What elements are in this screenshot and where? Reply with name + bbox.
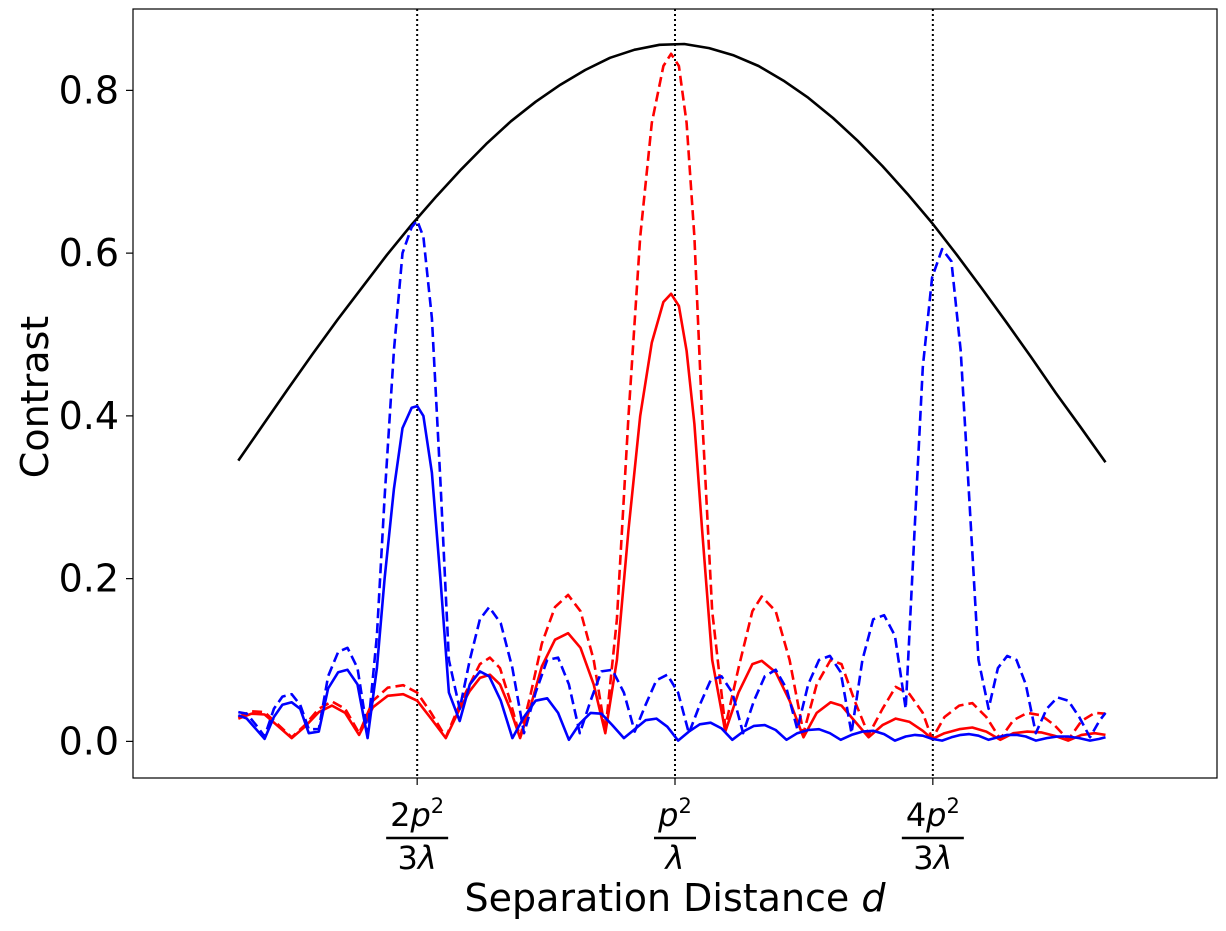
numerator-exp: 2 [678,794,691,818]
numerator-coef: 4 [906,796,926,834]
denominator-var: λ [932,839,953,877]
x-axis-label: Separation Distance d [464,876,886,920]
y-tick-label-5: 0.8 [59,68,119,112]
series-line-3 [237,292,1106,742]
denominator-var: λ [416,839,437,877]
y-tick-label-4: 0.6 [59,231,119,275]
x-tick-label-denominator-2: λ [664,839,685,877]
reference-lines [416,9,934,778]
denominator-var: λ [664,839,685,877]
series-line-1 [237,42,1107,464]
x-tick-label-numerator-1: 2p2 [390,794,444,834]
x-axis-label-text: Separation Distance [464,876,849,920]
denominator-coef: 3 [398,839,418,877]
y-axis: 0.0 0.2 0.4 0.6 0.8 [59,68,133,763]
numerator-exp: 2 [946,794,959,818]
series-line-4 [238,219,1107,739]
numerator-var: p [409,796,430,834]
y-tick-label-1: 0.0 [59,719,119,763]
x-tick-label-numerator-3: 4p2 [906,794,960,834]
y-tick-label-2: 0.2 [59,557,119,601]
x-tick-label-denominator-3: 3λ [913,839,952,877]
series-line-5 [237,404,1106,742]
numerator-var: p [925,796,946,834]
y-axis-label: Contrast [13,316,57,478]
series-line-2 [237,52,1106,742]
series-layer [237,42,1107,742]
numerator-coef: 2 [390,796,410,834]
denominator-coef: 3 [913,839,933,877]
numerator-exp: 2 [431,794,444,818]
x-tick-label-numerator-2: p2 [657,794,692,834]
y-tick-label-3: 0.4 [59,394,119,438]
numerator-var: p [657,796,678,834]
x-axis-label-var: d [861,876,886,920]
x-tick-label-denominator-1: 3λ [398,839,437,877]
